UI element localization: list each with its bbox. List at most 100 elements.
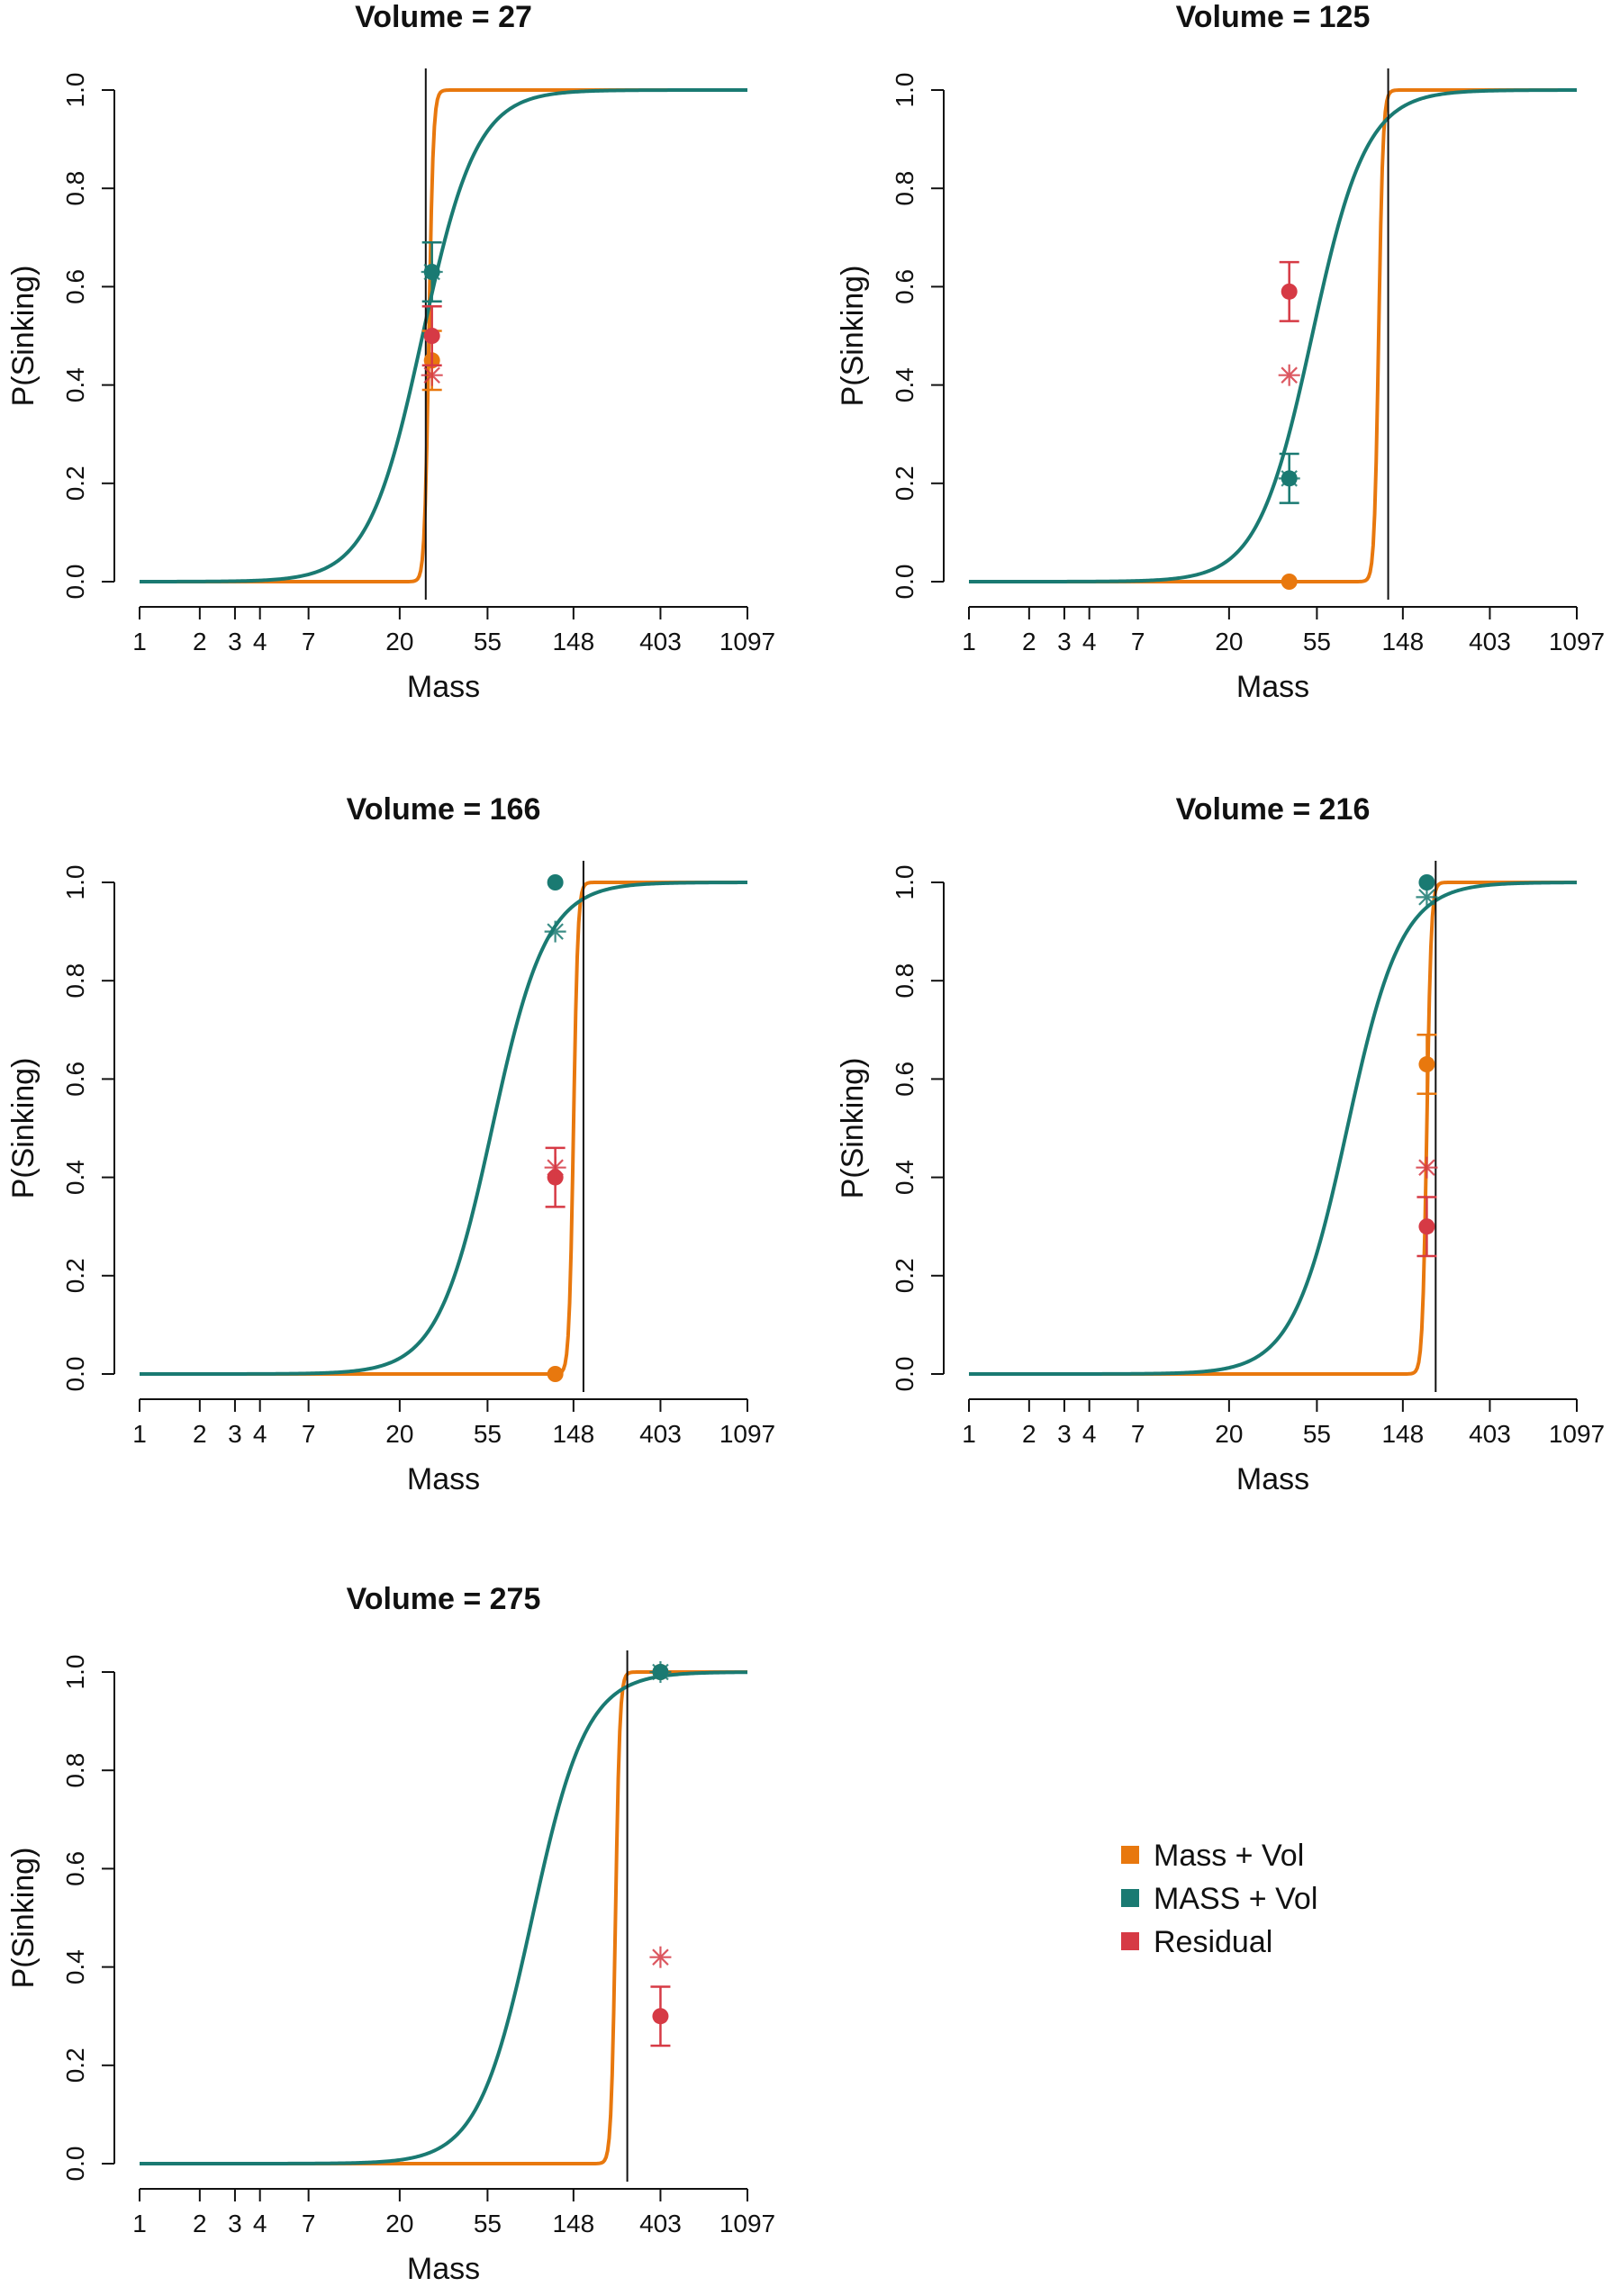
x-tick-label: 1 [132, 2210, 147, 2237]
legend-label: Residual [1154, 1925, 1272, 1959]
star-marker [544, 1156, 566, 1179]
y-axis-label: P(Sinking) [836, 266, 870, 407]
x-tick-label: 20 [1215, 628, 1243, 655]
x-tick-label: 2 [193, 1420, 207, 1448]
x-tick-label: 20 [1215, 1420, 1243, 1448]
y-tick-label: 0.8 [61, 171, 89, 206]
star-marker [421, 364, 443, 386]
star-marker [421, 261, 443, 284]
star-marker [544, 920, 566, 943]
star-stroke [1418, 1159, 1435, 1176]
star-marker [1278, 467, 1300, 490]
y-tick-label: 0.8 [891, 171, 919, 206]
y-axis-label: P(Sinking) [6, 1058, 41, 1199]
x-tick-label: 4 [1082, 628, 1097, 655]
point-residual [652, 2008, 669, 2025]
x-tick-label: 20 [385, 1420, 413, 1448]
star-marker [1416, 886, 1438, 908]
x-axis-label: Mass [407, 1462, 480, 1496]
star-marker [649, 1661, 672, 1683]
star-stroke [1281, 470, 1298, 487]
star-marker [1278, 364, 1300, 386]
x-tick-label: 7 [302, 2210, 316, 2237]
x-tick-label: 4 [253, 1420, 267, 1448]
x-tick-label: 4 [253, 628, 267, 655]
legend-swatch [1121, 1846, 1139, 1864]
x-tick-label: 20 [385, 2210, 413, 2237]
y-axis-label: P(Sinking) [6, 1848, 41, 1989]
x-tick-label: 148 [552, 1420, 594, 1448]
x-tick-label: 3 [228, 2210, 242, 2237]
panel-3: Volume = 166 0.0 0.2 0.4 0.6 0.8 1.0 P(Sinking)… [6, 792, 775, 1496]
x-tick-label: 403 [639, 2210, 682, 2237]
x-tick-label: 20 [385, 628, 413, 655]
y-tick-label: 0.2 [891, 466, 919, 501]
x-tick-label: 55 [474, 1420, 502, 1448]
x-tick-label: 1 [962, 1420, 976, 1448]
y-tick-label: 0.4 [61, 1949, 89, 1984]
point-massvol [547, 1366, 564, 1382]
y-tick-label: 1.0 [61, 1655, 89, 1690]
curve-massvol [140, 88, 747, 583]
y-tick-label: 0.4 [61, 367, 89, 402]
x-tick-label: 2 [1022, 1420, 1036, 1448]
star-stroke [1281, 366, 1298, 384]
x-tick-label: 1097 [1549, 628, 1605, 655]
y-tick-label: 0.6 [891, 269, 919, 304]
y-tick-label: 0.4 [61, 1160, 89, 1195]
x-tick-label: 2 [193, 628, 207, 655]
curve-massvol [140, 88, 747, 583]
x-tick-label: 4 [1082, 1420, 1097, 1448]
y-tick-label: 0.6 [891, 1062, 919, 1097]
x-tick-label: 3 [1057, 1420, 1072, 1448]
y-tick-label: 0.4 [891, 1160, 919, 1195]
star-marker [649, 1946, 672, 1968]
point-massvol [1418, 1056, 1435, 1073]
x-tick-label: 2 [193, 2210, 207, 2237]
x-tick-label: 55 [474, 2210, 502, 2237]
x-tick-label: 1097 [720, 2210, 775, 2237]
x-tick-label: 7 [1131, 1420, 1145, 1448]
x-tick-label: 148 [552, 628, 594, 655]
x-tick-label: 1097 [720, 628, 775, 655]
star-stroke [1418, 889, 1435, 906]
y-tick-label: 1.0 [61, 73, 89, 108]
x-tick-label: 55 [474, 628, 502, 655]
x-tick-label: 148 [552, 2210, 594, 2237]
x-axis-label: Mass [1236, 1462, 1309, 1496]
point-residual [1418, 1218, 1435, 1235]
y-axis-label: P(Sinking) [836, 1058, 870, 1199]
y-tick-label: 0.0 [61, 565, 89, 600]
y-tick-label: 0.4 [891, 367, 919, 402]
star-stroke [652, 1948, 669, 1966]
x-tick-label: 148 [1381, 628, 1424, 655]
star-stroke [547, 923, 564, 940]
point-massvol [1281, 574, 1298, 590]
x-tick-label: 55 [1303, 1420, 1331, 1448]
curve-massvol [969, 88, 1577, 583]
legend-swatch [1121, 1932, 1139, 1950]
y-tick-label: 0.8 [61, 1753, 89, 1788]
y-tick-label: 0.2 [61, 2047, 89, 2083]
panel-4: Volume = 216 0.0 0.2 0.4 0.6 0.8 1.0 P(Sinking)… [836, 792, 1605, 1496]
y-tick-label: 0.2 [891, 1258, 919, 1293]
curve-massvol [969, 881, 1577, 1376]
panel-title: Volume = 125 [1176, 0, 1371, 34]
panels: Volume = 27 0.0 0.2 0.4 0.6 0.8 1.0 P(Sinking) 1… [6, 0, 1605, 2286]
y-tick-label: 0.0 [61, 1357, 89, 1392]
y-tick-label: 1.0 [61, 865, 89, 900]
panel-2: Volume = 125 0.0 0.2 0.4 0.6 0.8 1.0 P(Sinking)… [836, 0, 1605, 704]
point-massvol [547, 874, 564, 890]
legend-label: MASS + Vol [1154, 1882, 1317, 1916]
star-stroke [652, 1663, 669, 1681]
x-tick-label: 3 [228, 628, 242, 655]
x-tick-label: 7 [1131, 628, 1145, 655]
y-tick-label: 0.0 [891, 1357, 919, 1392]
x-tick-label: 403 [639, 628, 682, 655]
curve-massvol [140, 1670, 748, 2165]
x-axis-label: Mass [407, 2252, 480, 2286]
x-tick-label: 403 [639, 1420, 682, 1448]
x-tick-label: 4 [253, 2210, 267, 2237]
x-tick-label: 403 [1469, 1420, 1511, 1448]
x-tick-label: 1 [962, 628, 976, 655]
